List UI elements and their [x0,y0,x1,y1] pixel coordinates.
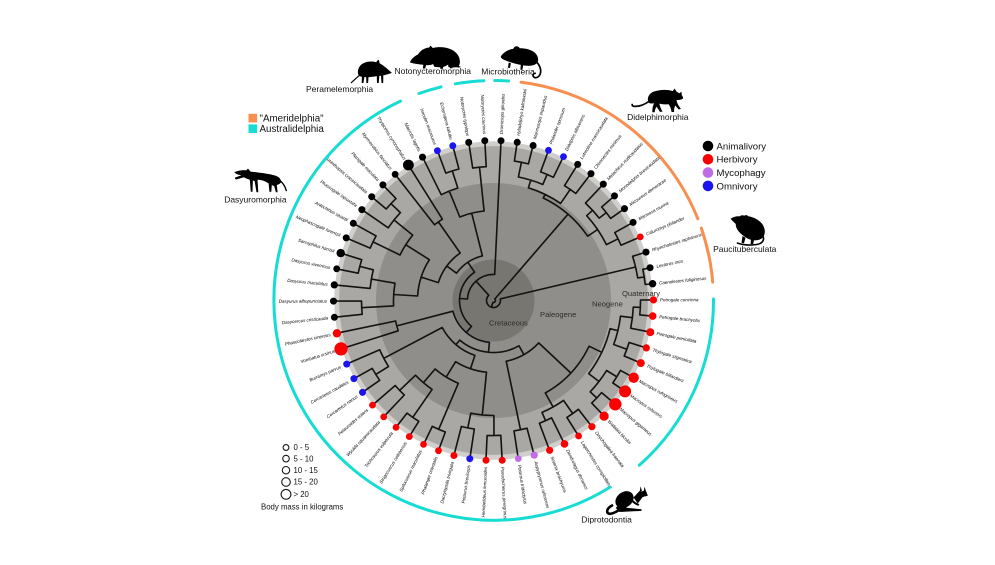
svg-text:Lestoros inca: Lestoros inca [656,258,684,268]
svg-text:Omnivory: Omnivory [717,181,758,192]
svg-text:Cretaceous: Cretaceous [489,319,528,328]
svg-text:Dasycercus cristicauda: Dasycercus cristicauda [282,315,329,325]
svg-text:Dromiciops gliroides: Dromiciops gliroides [499,93,506,134]
svg-text:Petaurus breviceps: Petaurus breviceps [461,464,472,504]
svg-text:Australidelphia: Australidelphia [260,124,325,135]
svg-text:Quaternary: Quaternary [622,289,660,298]
svg-text:10 - 15: 10 - 15 [294,466,319,475]
svg-text:Peramelemorphia: Peramelemorphia [306,84,373,94]
svg-text:Hemibelideus lemuroides: Hemibelideus lemuroides [481,466,488,517]
svg-text:Pseudocheirus peregrinus: Pseudocheirus peregrinus [500,467,508,520]
svg-text:Diprotodontia: Diprotodontia [581,515,632,525]
svg-text:Notonycteromorphia: Notonycteromorphia [395,66,472,76]
svg-text:Didelphimorphia: Didelphimorphia [627,112,689,122]
svg-text:Petrogale brachyotis: Petrogale brachyotis [659,314,701,323]
svg-text:Paucituberculata: Paucituberculata [713,244,777,254]
svg-text:Potorous tridactylus: Potorous tridactylus [517,465,528,506]
svg-text:> 20: > 20 [294,490,310,499]
svg-text:Neogene: Neogene [592,300,623,309]
svg-text:Caenolestes fuliginosus: Caenolestes fuliginosus [659,276,708,286]
svg-text:Body mass in kilograms: Body mass in kilograms [261,503,343,512]
svg-text:Dasyurus maculatus: Dasyurus maculatus [287,278,329,287]
svg-text:5 - 10: 5 - 10 [294,454,315,463]
svg-text:Dasyuromorphia: Dasyuromorphia [224,194,287,204]
svg-text:0 - 5: 0 - 5 [294,443,310,452]
svg-text:"Ameridelphia": "Ameridelphia" [260,114,325,125]
svg-text:Paleogene: Paleogene [540,310,576,319]
svg-text:Animalivory: Animalivory [717,141,767,152]
svg-text:Dasyurus albopunctatus: Dasyurus albopunctatus [279,299,328,304]
svg-text:Notoryctes caurinus: Notoryctes caurinus [480,94,487,135]
svg-text:Petrogale concinna: Petrogale concinna [660,297,699,302]
svg-text:Notoryctes typhlops: Notoryctes typhlops [459,97,470,138]
svg-text:Microbiotheria: Microbiotheria [481,67,535,77]
svg-text:Mycophagy: Mycophagy [717,168,766,179]
svg-text:Herbivory: Herbivory [717,155,758,166]
svg-text:15 - 20: 15 - 20 [294,478,319,487]
